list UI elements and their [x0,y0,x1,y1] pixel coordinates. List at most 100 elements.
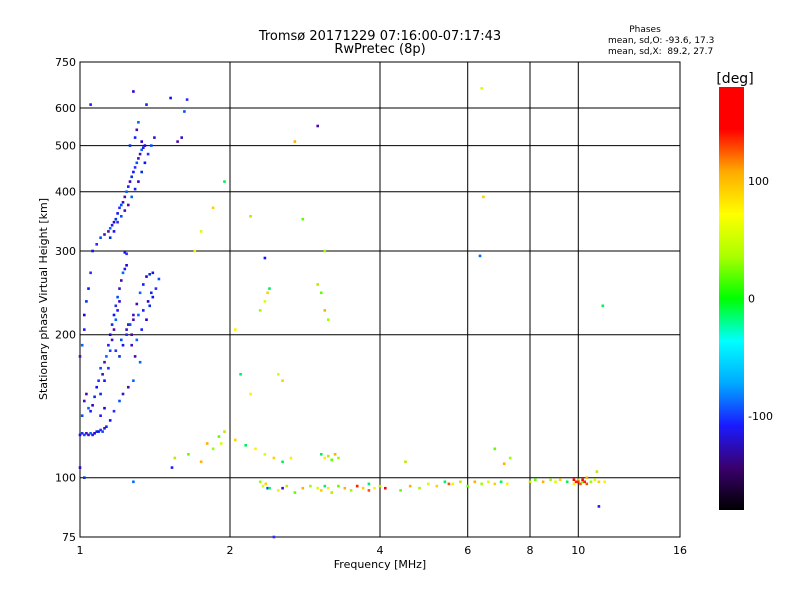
data-point [107,230,110,233]
data-point [330,491,333,494]
data-point [583,480,586,484]
data-point [153,136,156,139]
data-point [108,333,112,336]
data-point [101,373,104,376]
data-point [85,300,88,303]
data-point [323,309,327,312]
data-point [323,249,327,253]
data-point [118,287,121,290]
data-point [80,432,84,435]
data-point [327,318,330,321]
data-point [435,484,439,488]
data-point [316,124,319,128]
data-point [89,103,92,106]
data-point [138,152,142,156]
data-point [103,427,106,430]
data-point [132,318,135,321]
data-point [146,152,150,156]
data-point [482,195,485,199]
data-point [128,180,132,183]
x-tick-label: 2 [227,544,234,557]
data-point [103,233,106,236]
data-point [143,144,147,147]
data-point [593,478,597,481]
data-point [170,466,174,469]
data-point [572,478,576,481]
data-point [528,480,532,484]
data-point [263,453,267,456]
plot-frame [79,61,681,538]
y-tick-labels: 75 100 200 300 400 500 600 750 [55,56,76,544]
data-point [327,486,330,490]
data-point [112,409,116,413]
data-point [105,355,108,358]
data-point [349,489,353,492]
data-point [78,466,82,469]
data-point [443,480,447,484]
data-point [95,430,98,433]
data-point [146,300,150,303]
data-point [320,453,323,456]
data-point [549,478,552,481]
data-point [83,433,86,437]
y-tick-label: 400 [55,186,76,199]
data-point [258,309,262,312]
data-point [427,482,430,486]
data-point [97,430,100,433]
data-point [125,264,128,267]
data-point [140,170,143,174]
data-point [125,328,128,331]
data-point [281,379,284,382]
data-point [330,458,333,462]
data-point [597,505,601,508]
data-point [361,486,365,490]
data-point [367,482,371,486]
data-point [116,220,119,224]
data-point [574,480,578,484]
data-point [223,430,226,433]
data-point [459,480,462,484]
data-point [148,273,151,276]
data-point [114,349,118,352]
data-point [112,230,116,233]
data-point [597,480,601,484]
data-point [130,175,133,179]
data-point [293,491,297,494]
data-point [205,442,209,445]
colorbar-tick-label: 100 [748,175,769,188]
data-point [173,456,177,460]
data-point [585,476,589,479]
data-point [169,96,172,100]
data-point [384,486,387,490]
data-point [142,283,145,286]
data-point [249,215,252,218]
data-point [367,489,371,492]
data-point [85,432,88,435]
data-point [78,355,82,358]
data-point [142,146,145,149]
data-point [320,291,323,295]
data-point [199,230,203,233]
data-point [125,190,128,193]
x-tick-label: 4 [377,544,384,557]
data-point [572,482,576,486]
data-point [130,333,133,336]
data-point [123,251,127,254]
data-point [219,442,223,445]
data-point [327,454,330,458]
data-point [285,484,289,488]
data-point [508,456,512,460]
data-point [466,484,469,488]
data-point [408,484,412,488]
data-point [114,304,118,308]
data-point [151,295,155,299]
data-point [199,460,203,464]
x-tick-label: 1 [77,544,84,557]
data-point [137,313,140,317]
data-point [601,304,605,308]
data-point [108,419,112,422]
data-point [268,486,271,490]
data-point [118,300,121,303]
data-point [249,392,252,396]
